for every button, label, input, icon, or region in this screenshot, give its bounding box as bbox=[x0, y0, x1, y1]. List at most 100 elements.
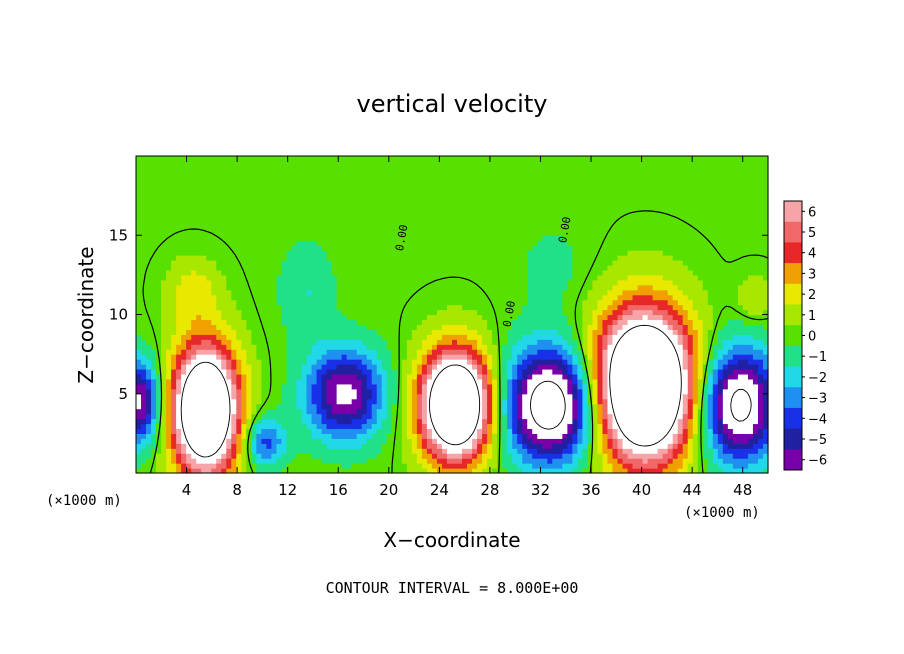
field-cell bbox=[331, 180, 338, 187]
field-cell bbox=[401, 215, 408, 221]
field-cell bbox=[216, 378, 222, 385]
field-cell bbox=[482, 264, 488, 271]
field-cell bbox=[176, 195, 182, 202]
field-cell bbox=[396, 378, 403, 385]
field-cell bbox=[306, 165, 313, 172]
field-cell bbox=[457, 240, 463, 246]
field-cell bbox=[472, 354, 478, 360]
field-cell bbox=[396, 299, 403, 306]
field-cell bbox=[401, 165, 408, 172]
field-cell bbox=[416, 245, 423, 251]
field-cell bbox=[522, 423, 528, 430]
field-cell bbox=[462, 200, 468, 207]
field-cell bbox=[251, 279, 257, 286]
field-cell bbox=[356, 245, 363, 251]
field-cell bbox=[306, 299, 313, 306]
field-cell bbox=[176, 165, 182, 172]
field-cell bbox=[386, 378, 393, 385]
field-cell bbox=[391, 423, 398, 430]
field-cell bbox=[462, 230, 468, 236]
field-cell bbox=[487, 383, 493, 390]
field-cell bbox=[171, 438, 177, 444]
field-cell bbox=[226, 210, 232, 217]
field-cell bbox=[206, 289, 212, 296]
field-cell bbox=[482, 364, 488, 370]
field-cell bbox=[196, 289, 202, 296]
field-cell bbox=[316, 324, 323, 330]
field-cell bbox=[386, 260, 393, 266]
field-cell bbox=[361, 354, 368, 360]
field-cell bbox=[366, 324, 373, 330]
field-cell bbox=[416, 373, 423, 380]
field-cell bbox=[321, 418, 328, 425]
field-cell bbox=[341, 398, 348, 405]
field-cell bbox=[512, 418, 518, 425]
field-cell bbox=[492, 438, 498, 444]
field-cell bbox=[296, 448, 303, 454]
field-cell bbox=[221, 304, 227, 311]
field-cell bbox=[346, 160, 353, 167]
field-cell bbox=[391, 364, 398, 370]
field-cell bbox=[517, 433, 523, 439]
field-cell bbox=[226, 274, 232, 281]
field-cell bbox=[256, 250, 262, 256]
field-cell bbox=[301, 269, 308, 276]
field-cell bbox=[246, 453, 252, 459]
field-cell bbox=[366, 428, 373, 434]
field-cell bbox=[366, 373, 373, 380]
field-cell bbox=[431, 349, 438, 355]
field-cell bbox=[391, 334, 398, 340]
field-cell bbox=[366, 220, 373, 226]
field-cell bbox=[426, 344, 433, 350]
field-cell bbox=[191, 458, 197, 464]
field-cell bbox=[416, 359, 423, 365]
field-cell bbox=[482, 215, 488, 221]
field-cell bbox=[281, 180, 288, 187]
field-cell bbox=[431, 309, 438, 316]
field-cell bbox=[321, 205, 328, 212]
field-cell bbox=[452, 458, 458, 464]
field-cell bbox=[497, 299, 503, 306]
field-cell bbox=[411, 428, 418, 434]
field-cell bbox=[492, 458, 498, 464]
field-cell bbox=[376, 314, 383, 321]
field-cell bbox=[431, 250, 438, 256]
field-cell bbox=[326, 279, 333, 286]
field-cell bbox=[497, 453, 503, 459]
field-cell bbox=[246, 200, 252, 207]
field-cell bbox=[226, 344, 232, 350]
field-cell bbox=[371, 309, 378, 316]
field-cell bbox=[371, 418, 378, 425]
field-cell bbox=[487, 274, 493, 281]
field-cell bbox=[191, 255, 197, 261]
field-cell bbox=[376, 250, 383, 256]
field-cell bbox=[266, 289, 273, 296]
field-cell bbox=[261, 403, 268, 410]
field-cell bbox=[306, 319, 313, 325]
field-cell bbox=[401, 170, 408, 177]
field-cell bbox=[396, 309, 403, 316]
field-cell bbox=[446, 448, 453, 454]
field-cell bbox=[151, 245, 157, 251]
field-cell bbox=[356, 428, 363, 434]
field-cell bbox=[376, 339, 383, 345]
field-cell bbox=[351, 373, 358, 380]
field-cell bbox=[141, 304, 147, 311]
field-cell bbox=[191, 453, 197, 459]
field-cell bbox=[266, 304, 273, 311]
field-cell bbox=[291, 260, 298, 266]
field-cell bbox=[281, 245, 288, 251]
field-cell bbox=[171, 160, 177, 167]
field-cell bbox=[472, 383, 478, 390]
field-cell bbox=[286, 279, 293, 286]
field-cell bbox=[411, 294, 418, 301]
field-cell bbox=[221, 289, 227, 296]
field-cell bbox=[446, 200, 453, 207]
field-cell bbox=[341, 230, 348, 236]
field-cell bbox=[191, 245, 197, 251]
field-cell bbox=[266, 388, 273, 395]
field-cell bbox=[306, 255, 313, 261]
field-cell bbox=[457, 408, 463, 415]
field-cell bbox=[522, 165, 528, 172]
field-cell bbox=[411, 443, 418, 449]
